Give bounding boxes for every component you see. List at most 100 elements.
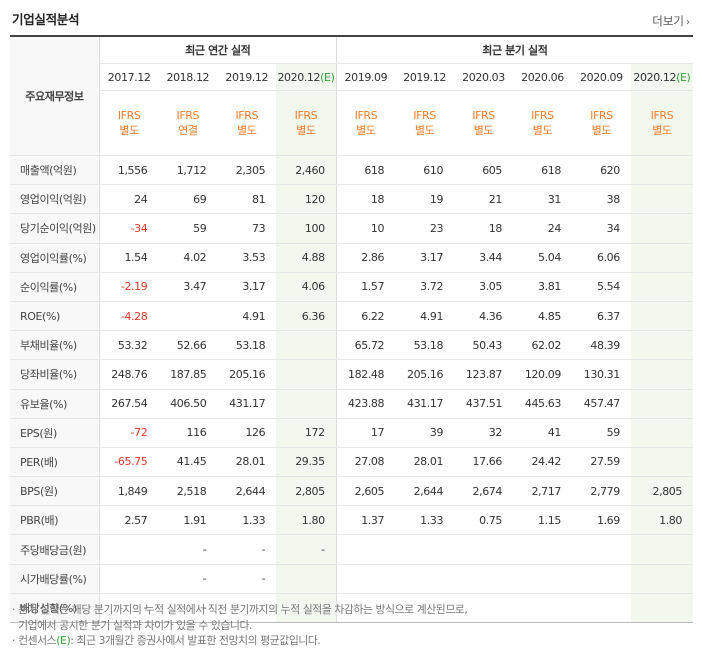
table-cell: [158, 301, 218, 332]
standard-label: IFRS: [235, 109, 259, 122]
row-label: 순이익률(%): [10, 272, 100, 302]
table-cell: [630, 213, 693, 244]
table-cell: 100: [276, 213, 337, 244]
table-cell: 4.88: [276, 242, 337, 273]
period-label: 2019.09: [344, 70, 388, 84]
table-cell: 406.50: [158, 389, 218, 419]
table-cell: 73: [217, 213, 277, 244]
table-cell: 182.48: [336, 359, 396, 390]
table-cell: [630, 534, 693, 565]
table-cell: [630, 154, 693, 186]
table-cell: 620: [571, 154, 631, 186]
table-row: 영업이익(억원) 24 69 81 120 18 19 21 31 38: [10, 184, 693, 215]
table-cell: 4.91: [395, 301, 455, 332]
table-cell: 6.06: [571, 242, 631, 273]
table-cell: [395, 564, 455, 594]
period-header: 2020.12(E): [630, 63, 693, 91]
table-cell: 187.85: [158, 359, 218, 390]
table-cell: 3.44: [454, 242, 513, 273]
more-link[interactable]: 더보기 ›: [652, 13, 690, 29]
table-cell: 431.17: [217, 389, 277, 419]
table-cell: 205.16: [217, 359, 277, 390]
table-cell: 17: [336, 417, 396, 448]
table-cell: 248.76: [99, 359, 159, 390]
table-cell: 172: [276, 417, 337, 448]
table-cell: [336, 564, 396, 594]
table-cell: 17.66: [454, 447, 513, 478]
standard-label: IFRS: [354, 109, 378, 122]
table-cell: 2,605: [336, 476, 396, 507]
accounting-standard: IFRS 별도: [276, 90, 337, 156]
row-label: 영업이익률(%): [10, 242, 100, 273]
table-cell: 53.32: [99, 330, 159, 361]
table-row: 매출액(억원) 1,556 1,712 2,305 2,460 618 610 605 618 6…: [10, 154, 693, 186]
table-cell: -: [276, 534, 337, 565]
row-label: PER(배): [10, 447, 100, 478]
accounting-standard: IFRS 연결: [158, 90, 218, 156]
table-cell: 50.43: [454, 330, 513, 361]
table-cell: 618: [513, 154, 572, 186]
table-row: EPS(원) -72 116 126 172 17 39 32 41 59: [10, 417, 693, 448]
table-row: ROE(%) -4.28 4.91 6.36 6.22 4.91 4.36 4.85 6.37: [10, 301, 693, 332]
financial-table: 주요재무정보 최근 연간 실적 최근 분기 실적 2017.12 2018.12 2…: [10, 35, 693, 624]
row-label: ROE(%): [10, 301, 100, 332]
table-cell: 1.54: [99, 242, 159, 273]
table-row: 영업이익률(%) 1.54 4.02 3.53 4.88 2.86 3.17 3.44 5.04…: [10, 242, 693, 273]
period-header: 2019.09: [336, 63, 396, 91]
table-cell: 437.51: [454, 389, 513, 419]
table-row: 배당성향(%) - -: [10, 593, 693, 624]
standard-label: IFRS: [294, 109, 318, 122]
table-cell: 27.59: [571, 447, 631, 478]
note-line-3: · 컨센서스(E): 최근 3개월간 증권사에서 발표한 전망치의 평균값입니다…: [12, 634, 321, 647]
estimate-mark: (E): [320, 70, 335, 84]
table-cell: [217, 593, 277, 624]
table-cell: 18: [336, 184, 396, 215]
row-label: 유보율(%): [10, 389, 100, 419]
table-cell: 39: [395, 417, 455, 448]
table-cell: -: [158, 593, 218, 624]
table-cell: 3.81: [513, 272, 572, 302]
table-cell: -: [217, 564, 277, 594]
table-cell: [276, 359, 337, 390]
standard-label: IFRS: [472, 109, 495, 122]
basis-label: 별도: [473, 124, 494, 137]
table-cell: 38: [571, 184, 631, 215]
table-cell: 6.37: [571, 301, 631, 332]
table-cell: -65.75: [99, 447, 159, 478]
table-cell: 1.69: [571, 505, 631, 536]
table-cell: 120.09: [513, 359, 572, 390]
table-cell: 29.35: [276, 447, 337, 478]
table-cell: 31: [513, 184, 572, 215]
table-cell: 53.18: [395, 330, 455, 361]
table-cell: [630, 330, 693, 361]
table-cell: 10: [336, 213, 396, 244]
basis-label: 별도: [591, 124, 612, 137]
table-cell: 1.80: [630, 505, 693, 536]
table-cell: 2,805: [630, 476, 693, 507]
table-cell: 1,849: [99, 476, 159, 507]
table-cell: [630, 564, 693, 594]
period-header: 2017.12: [99, 63, 159, 91]
period-header: 2020.09: [571, 63, 631, 91]
basis-label: 별도: [296, 124, 316, 137]
basis-label: 연결: [178, 124, 198, 137]
table-cell: [395, 534, 455, 565]
table-cell: 4.06: [276, 272, 337, 302]
table-cell: 4.36: [454, 301, 513, 332]
annual-group-header: 최근 연간 실적: [99, 35, 337, 64]
basis-label: 별도: [532, 124, 553, 137]
table-cell: [630, 301, 693, 332]
table-cell: 605: [454, 154, 513, 186]
table-cell: -: [158, 534, 218, 565]
table-cell: 24: [513, 213, 572, 244]
table-cell: 4.02: [158, 242, 218, 273]
table-cell: 1.33: [217, 505, 277, 536]
estimate-mark: (E): [676, 70, 691, 84]
period-label: 2019.12: [225, 70, 269, 84]
table-cell: 123.87: [454, 359, 513, 390]
table-cell: 3.05: [454, 272, 513, 302]
table-cell: 3.17: [217, 272, 277, 302]
table-cell: 1.37: [336, 505, 396, 536]
row-label: 매출액(억원): [10, 154, 100, 186]
table-cell: 445.63: [513, 389, 572, 419]
